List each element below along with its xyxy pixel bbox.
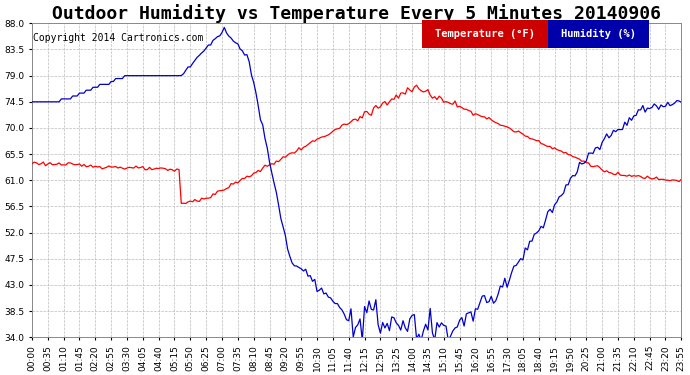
Text: Temperature (°F): Temperature (°F) [435, 29, 535, 39]
FancyBboxPatch shape [549, 20, 649, 48]
Text: Humidity (%): Humidity (%) [561, 29, 636, 39]
Text: Copyright 2014 Cartronics.com: Copyright 2014 Cartronics.com [33, 33, 204, 43]
FancyBboxPatch shape [422, 20, 549, 48]
Title: Outdoor Humidity vs Temperature Every 5 Minutes 20140906: Outdoor Humidity vs Temperature Every 5 … [52, 4, 661, 23]
